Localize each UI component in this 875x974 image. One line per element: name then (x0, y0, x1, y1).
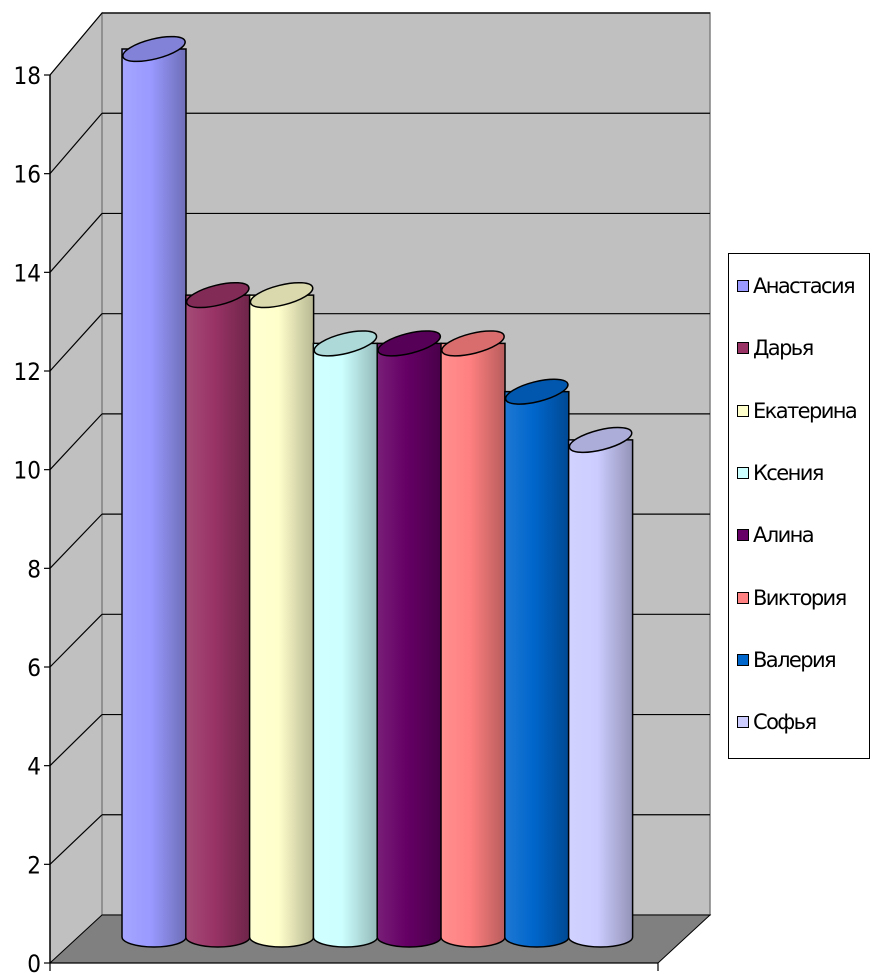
legend-item: Валерия (737, 646, 837, 674)
bar-1 (121, 35, 187, 948)
legend-swatch (737, 591, 749, 604)
bar-cap (504, 378, 569, 405)
bar-3 (248, 281, 315, 948)
bars (121, 35, 634, 948)
gridline-side (49, 613, 103, 668)
legend-item: Екатерина (737, 397, 858, 425)
bar-7 (504, 378, 570, 948)
y-axis (44, 74, 659, 971)
gridline-side (49, 112, 103, 175)
legend-label: Анастасия (753, 274, 856, 298)
y-tick-label: 4 (27, 753, 41, 781)
y-tick-label: 8 (27, 555, 41, 583)
bar-cap (377, 330, 442, 357)
gridline-side (49, 413, 103, 471)
bar-cap (185, 281, 250, 309)
legend-item: Виктория (737, 584, 847, 612)
y-tick-label: 0 (27, 950, 41, 974)
bar-body (248, 294, 315, 948)
bar-body (567, 439, 634, 948)
bar-5 (376, 330, 442, 948)
y-tick-label: 16 (14, 161, 41, 189)
bar-body (185, 294, 251, 948)
legend-swatch (737, 716, 749, 729)
gridline-side (49, 12, 103, 76)
y-tick-labels: 0 2 4 6 8 10 12 14 16 18 (14, 62, 41, 974)
gridline-side (49, 714, 103, 767)
legend-swatch (737, 280, 749, 292)
gridline-side (49, 513, 103, 569)
legend: Анастасия Дарья Екатерина Ксения Алина Виктор… (728, 253, 870, 759)
bar-8 (567, 426, 634, 948)
y-tick-label: 10 (14, 457, 41, 485)
legend-label: Дарья (753, 336, 814, 361)
legend-swatch (737, 653, 749, 666)
bar-cap (441, 330, 505, 357)
legend-label: Ксения (753, 460, 824, 485)
bar-body (121, 48, 187, 948)
legend-label: Валерия (753, 647, 837, 672)
y-tick-label: 18 (14, 62, 41, 90)
bar-cap (568, 426, 633, 454)
bar-body (504, 390, 570, 948)
legend-item: Анастасия (737, 272, 856, 300)
bar-2 (185, 281, 251, 948)
legend-swatch (737, 466, 749, 479)
gridline-side (49, 814, 103, 865)
bar-body (312, 342, 379, 948)
bar-cap (249, 281, 314, 309)
bar-body (376, 342, 442, 948)
bar-cap (313, 330, 378, 357)
gridline-side (49, 213, 103, 273)
legend-label: Екатерина (753, 398, 858, 423)
y-tick-label: 12 (14, 358, 41, 386)
legend-label: Виктория (753, 585, 847, 610)
side-wall (49, 11, 103, 965)
legend-item: Алина (737, 521, 815, 549)
legend-item: Софья (737, 708, 817, 736)
legend-swatch (737, 404, 749, 417)
legend-label: Алина (753, 523, 815, 548)
legend-item: Дарья (737, 334, 814, 362)
y-tick-label: 14 (14, 259, 41, 287)
bar-6 (440, 330, 506, 948)
legend-swatch (737, 342, 749, 355)
y-tick-label: 2 (27, 851, 41, 879)
bar-body (440, 342, 506, 948)
bar-4 (312, 330, 379, 948)
legend-swatch (737, 529, 749, 542)
y-tick-label: 6 (27, 654, 41, 682)
gridline-side (49, 313, 103, 372)
legend-label: Софья (753, 710, 817, 735)
legend-item: Ксения (737, 459, 824, 487)
bar-cap (122, 35, 186, 63)
